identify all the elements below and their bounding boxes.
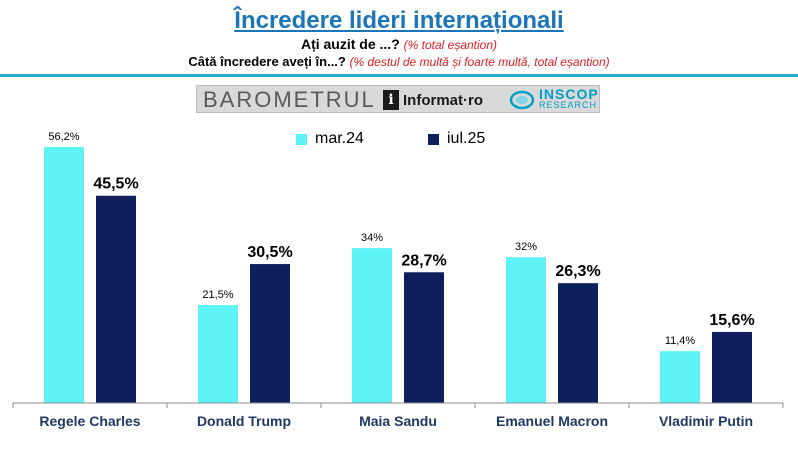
legend-item-series-2: iul.25: [428, 130, 485, 148]
legend-item-series-1: mar.24: [296, 130, 364, 148]
subtitle-awareness-note: (% total eșantion): [403, 38, 498, 52]
chart-title: Încredere lideri internaționali: [234, 7, 564, 34]
barometer-label: BAROMETRUL: [203, 87, 376, 112]
informat-name: Informat·ro: [403, 91, 483, 109]
category-label: Donald Trump: [197, 413, 291, 429]
bar-maia-sandu-series-1: [352, 248, 392, 403]
informat-name-main: Informat: [403, 91, 463, 109]
data-label-maia-sandu-series-1: 34%: [361, 232, 383, 244]
barometer-banner: BAROMETRUL i Informat·ro INSCOP RESEARCH: [196, 85, 600, 113]
legend-label-series-1: mar.24: [315, 130, 364, 147]
legend-swatch-series-2: [428, 133, 439, 145]
bar-emanuel-macron-series-2: [558, 283, 598, 403]
subtitle-awareness-question: Ați auzit de ...?: [300, 36, 400, 52]
bar-donald-trump-series-2: [250, 264, 290, 403]
inscop-logo: INSCOP RESEARCH: [509, 87, 599, 113]
bar-vladimir-putin-series-1: [660, 351, 700, 403]
data-label-regele-charles-series-2: 45,5%: [93, 176, 138, 193]
bar-vladimir-putin-series-2: [712, 331, 752, 403]
data-label-emanuel-macron-series-1: 32%: [515, 241, 537, 253]
bar-regele-charles-series-1: [44, 147, 84, 403]
bar-donald-trump-series-1: [198, 305, 238, 403]
inscop-name: INSCOP: [539, 86, 599, 102]
bar-emanuel-macron-series-1: [506, 257, 546, 403]
informat-name-tld: ro: [468, 91, 483, 109]
data-label-vladimir-putin-series-2: 15,6%: [709, 312, 754, 329]
data-label-donald-trump-series-1: 21,5%: [202, 289, 233, 301]
bar-regele-charles-series-2: [96, 195, 136, 403]
data-label-donald-trump-series-2: 30,5%: [247, 244, 292, 261]
subtitle-awareness: Ați auzit de ...? (% total eșantion): [0, 36, 798, 52]
data-label-regele-charles-series-1: 56,2%: [48, 131, 79, 143]
category-label: Emanuel Macron: [496, 413, 608, 429]
info-icon: i: [383, 90, 399, 110]
inscop-subname: RESEARCH: [539, 100, 598, 110]
data-label-emanuel-macron-series-2: 26,3%: [555, 263, 600, 280]
subtitle-trust-note: (% destul de multă și foarte multă, tota…: [349, 55, 610, 69]
inscop-swirl-icon: [509, 90, 535, 110]
subtitle-trust: Câtă încredere aveți în...? (% destul de…: [0, 54, 798, 69]
subtitle-trust-question: Câtă încredere aveți în...?: [188, 54, 346, 69]
informat-logo: i Informat·ro: [383, 88, 483, 112]
legend-label-series-2: iul.25: [447, 130, 486, 147]
category-label: Vladimir Putin: [659, 413, 753, 429]
category-label: Maia Sandu: [359, 413, 437, 429]
legend-swatch-series-1: [296, 133, 307, 145]
data-label-vladimir-putin-series-1: 11,4%: [665, 335, 696, 347]
data-label-maia-sandu-series-2: 28,7%: [401, 252, 446, 269]
bar-maia-sandu-series-2: [404, 272, 444, 403]
category-label: Regele Charles: [39, 413, 140, 429]
header-divider: [0, 74, 798, 77]
